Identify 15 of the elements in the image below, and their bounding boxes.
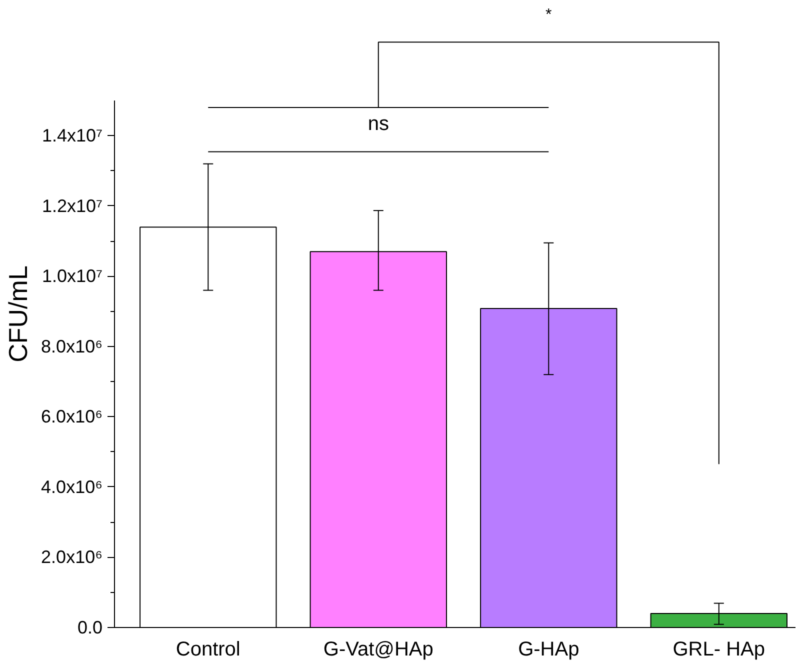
annotation: ns bbox=[368, 112, 389, 135]
y-tick-label: 2.0x10⁶ bbox=[41, 547, 102, 568]
x-tick-label: Control bbox=[176, 638, 240, 660]
y-tick-label: 1.2x10⁷ bbox=[42, 196, 103, 216]
y-tick-label: 4.0x10⁶ bbox=[41, 476, 102, 497]
y-tick-label: 8.0x10⁶ bbox=[41, 336, 102, 356]
text: * bbox=[546, 6, 552, 24]
x-tick-label: GRL- HAp bbox=[672, 638, 766, 660]
y-tick-label: 6.0x10⁶ bbox=[41, 406, 102, 427]
y-tick-label: 1.0x10⁷ bbox=[42, 266, 103, 286]
y-axis-title: CFU/mL bbox=[3, 266, 34, 362]
x-tick-label: G-HAp bbox=[518, 638, 580, 660]
y-tick-label: 0.0 bbox=[77, 618, 103, 638]
x-tick-label: G-Vat@HAp bbox=[323, 638, 434, 660]
y-tick-label: 1.4x10⁷ bbox=[42, 126, 103, 146]
